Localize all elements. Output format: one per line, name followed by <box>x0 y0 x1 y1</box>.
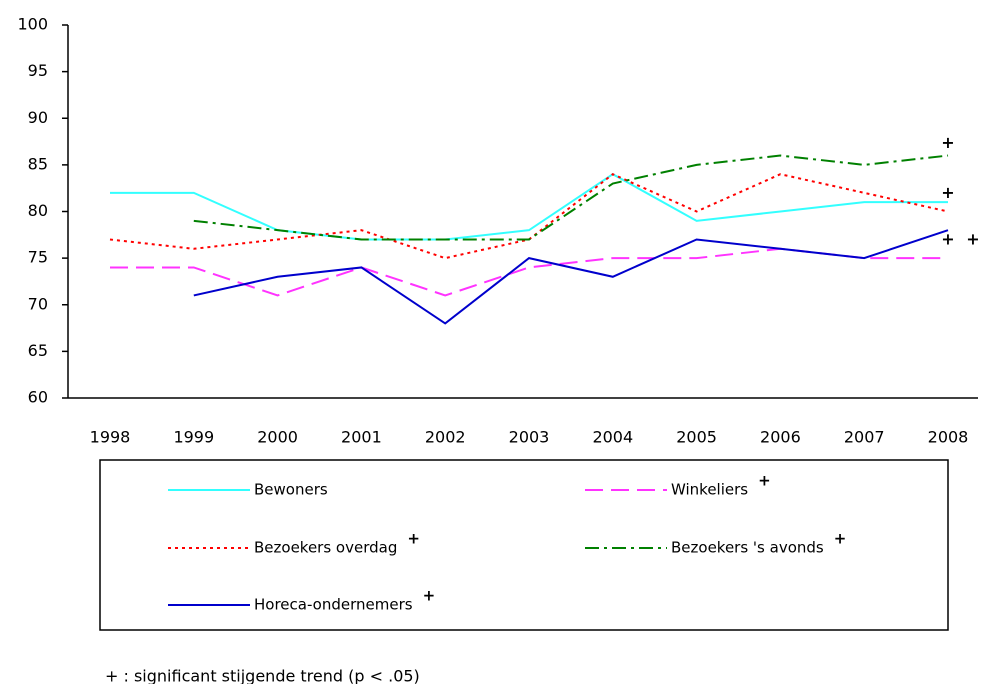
x-tick-label: 1998 <box>90 428 131 447</box>
legend-entry: Horeca-ondernemers + <box>168 587 435 614</box>
x-tick-label: 2000 <box>257 428 298 447</box>
y-tick-label: 65 <box>28 341 48 360</box>
legend-label: Bezoekers 's avonds <box>671 539 824 557</box>
footnote: + : significant stijgende trend (p < .05… <box>105 667 420 685</box>
legend-entry: Winkeliers + <box>585 472 771 499</box>
y-tick-label: 75 <box>28 248 48 267</box>
legend-marker: + <box>834 530 847 548</box>
x-tick-label: 2004 <box>592 428 633 447</box>
trend-marker: + <box>941 183 954 202</box>
x-tick-label: 2003 <box>509 428 550 447</box>
x-tick-label: 2002 <box>425 428 466 447</box>
x-tick-label: 2005 <box>676 428 717 447</box>
series-line <box>110 247 948 297</box>
legend-label: Bewoners <box>254 481 328 499</box>
series-line <box>193 229 949 325</box>
x-tick-label: 2006 <box>760 428 801 447</box>
y-tick-label: 90 <box>28 108 48 127</box>
y-tick-label: 70 <box>28 294 48 313</box>
series-line <box>193 154 949 241</box>
legend-box <box>99 459 949 631</box>
legend-label: Horeca-ondernemers <box>254 596 413 614</box>
trend-marker: + <box>941 230 954 249</box>
x-tick-label: 2007 <box>844 428 885 447</box>
y-tick-label: 85 <box>28 154 48 173</box>
legend-marker: + <box>407 530 420 548</box>
y-tick-label: 60 <box>28 388 48 407</box>
x-tick-label: 1999 <box>173 428 214 447</box>
series-line <box>109 173 949 260</box>
legend-entry: Bezoekers 's avonds + <box>585 530 846 557</box>
legend-marker: + <box>758 472 771 490</box>
trend-marker: + <box>966 230 979 249</box>
y-tick-label: 95 <box>28 61 48 80</box>
y-tick-label: 100 <box>17 15 48 34</box>
legend-entry: Bezoekers overdag + <box>168 530 420 557</box>
x-tick-label: 2008 <box>928 428 969 447</box>
x-tick-label: 2001 <box>341 428 382 447</box>
legend-entry: Bewoners <box>168 481 328 499</box>
y-tick-label: 80 <box>28 201 48 220</box>
trend-marker: + <box>941 133 954 152</box>
legend-marker: + <box>423 587 436 605</box>
legend-label: Bezoekers overdag <box>254 539 397 557</box>
legend-label: Winkeliers <box>671 481 748 499</box>
series-line <box>110 173 948 241</box>
